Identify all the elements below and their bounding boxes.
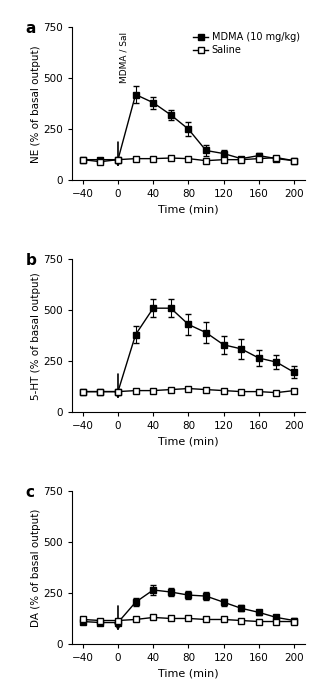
X-axis label: Time (min): Time (min) (158, 669, 219, 678)
Y-axis label: DA (% of basal output): DA (% of basal output) (31, 508, 41, 627)
X-axis label: Time (min): Time (min) (158, 436, 219, 447)
Y-axis label: NE (% of basal output): NE (% of basal output) (31, 45, 41, 162)
Y-axis label: 5-HT (% of basal output): 5-HT (% of basal output) (31, 272, 41, 399)
Text: MDMA / Sal: MDMA / Sal (120, 32, 129, 83)
Text: b: b (26, 253, 37, 269)
Text: a: a (26, 21, 36, 36)
Text: c: c (26, 485, 35, 500)
X-axis label: Time (min): Time (min) (158, 205, 219, 214)
Legend: MDMA (10 mg/kg), Saline: MDMA (10 mg/kg), Saline (189, 28, 304, 59)
